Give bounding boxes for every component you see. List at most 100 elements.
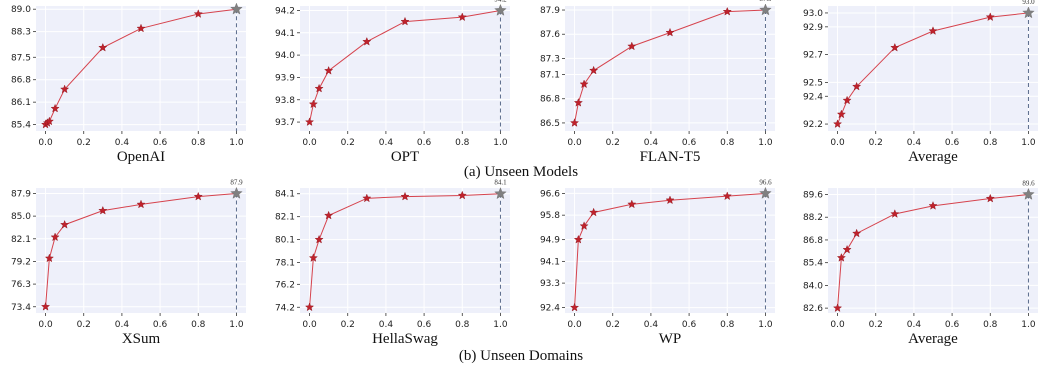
chart-5-point-6 [457,190,467,200]
chart-4-y-tick-label-1: 76.3 [11,280,31,290]
chart-6-y-tick-label-2: 94.1 [540,257,560,267]
chart-6-x-tick-label-2: 0.4 [644,320,659,330]
chart-2-x-tick-label-5: 1.0 [758,138,773,148]
chart-5-x-tick-label-0: 0.0 [302,320,317,330]
chart-0-y-tick-label-3: 87.5 [11,53,31,63]
chart-5-point-2 [314,234,324,244]
chart-4-point-5 [136,199,146,209]
chart-7-plot-area [828,188,1038,313]
chart-3-x-tick-label-4: 0.8 [983,138,998,148]
chart-0-point-5 [98,42,108,52]
chart-5-point-4 [362,193,372,203]
chart-2-x-tick-label-0: 0.0 [567,138,582,148]
chart-5-final-value-label: 84.1 [494,179,507,187]
chart-1-series-line [309,9,501,123]
chart-1-x-tick-label-2: 0.4 [379,138,394,148]
chart-7-point-6 [985,193,995,203]
chart-5-y-tick-label-0: 74.2 [275,303,295,313]
chart-4-x-tick-label-4: 0.8 [191,320,206,330]
chart-7: 0.0 0.2 0.4 0.6 0.8 1.0 82.6 84.0 85.4 86.8 88.2 89… [803,179,1038,347]
chart-7-y-tick-label-0: 82.6 [803,304,823,314]
chart-0-point-7 [193,9,203,18]
chart-4-x-tick-label-0: 0.0 [38,320,53,330]
chart-1-y-tick-label-3: 94.0 [275,51,295,61]
chart-0-x-tick-label-1: 0.2 [77,138,91,148]
chart-7-x-tick-label-5: 1.0 [1021,320,1036,330]
chart-7-title: Average [908,331,958,347]
chart-2-y-tick-label-3: 87.3 [540,54,560,64]
chart-4: 0.0 0.2 0.4 0.6 0.8 1.0 73.4 76.3 79.2 82.1 85.0 87… [11,178,246,347]
chart-1-x-tick-label-1: 0.2 [341,138,355,148]
chart-0-final-value-label: 89.0 [230,0,243,2]
chart-1-final-value-label: 94.2 [494,0,507,3]
chart-2-point-3 [589,65,599,75]
chart-0-y-tick-label-5: 89.0 [11,5,31,15]
chart-3-y-tick-label-2: 92.5 [803,78,823,88]
chart-6-y-tick-label-5: 96.6 [540,189,560,199]
chart-7-point-4 [890,209,900,218]
chart-3-y-tick-label-0: 92.2 [803,120,823,130]
chart-2-x-tick-label-1: 0.2 [606,138,620,148]
chart-2-y-tick-label-5: 87.9 [540,6,560,16]
chart-3-point-1 [836,109,846,119]
chart-4-series-line [45,192,237,307]
chart-7-x-tick-label-0: 0.0 [830,320,845,330]
chart-7-x-tick-label-1: 0.2 [869,320,883,330]
chart-4-final-value-label: 87.9 [230,178,243,186]
chart-6-y-tick-label-1: 93.3 [540,279,560,289]
chart-3-title: Average [908,149,958,165]
chart-6-point-6 [722,191,732,201]
chart-5-x-tick-label-3: 0.6 [417,320,432,330]
chart-6-title: WP [659,331,682,347]
chart-4-point-7 [230,186,243,199]
chart-3-y-tick-label-1: 92.4 [803,92,823,102]
chart-2-y-tick-label-1: 86.8 [540,95,560,105]
chart-3-point-7 [1022,6,1035,19]
chart-0-y-tick-label-4: 88.3 [11,28,31,38]
chart-3-final-value-label: 93.0 [1022,0,1035,6]
chart-3-y-tick-label-4: 92.9 [803,23,823,33]
chart-7-point-5 [928,201,938,210]
chart-2-point-4 [627,41,637,51]
chart-1-point-5 [400,16,410,26]
chart-0-point-3 [50,103,60,113]
chart-5-series-line [309,193,501,308]
row-caption-unseen-models: (a) Unseen Models [464,164,578,180]
chart-6-x-tick-label-4: 0.8 [720,320,735,330]
chart-1: 0.0 0.2 0.4 0.6 0.8 1.0 93.7 93.8 93.9 94.0 94.1 94… [275,0,510,165]
chart-6-y-tick-label-0: 92.4 [540,304,560,314]
chart-5-x-tick-label-4: 0.8 [455,320,470,330]
chart-1-point-2 [314,83,324,93]
chart-6-point-1 [573,234,583,244]
chart-7-point-2 [842,244,852,254]
chart-2-point-6 [722,6,732,16]
chart-2-point-1 [573,98,583,107]
chart-4-plot-area [36,188,246,313]
chart-1-y-tick-label-1: 93.8 [275,96,295,106]
chart-5-x-tick-label-2: 0.4 [379,320,394,330]
chart-3-point-3 [852,81,862,91]
chart-6-y-tick-label-4: 95.8 [540,211,560,221]
chart-2-x-tick-label-3: 0.6 [682,138,697,148]
chart-5-x-tick-label-5: 1.0 [493,320,508,330]
chart-1-x-tick-label-0: 0.0 [302,138,317,148]
chart-5-plot-area [300,188,510,313]
chart-0-x-tick-label-0: 0.0 [38,138,53,148]
chart-4-x-tick-label-5: 1.0 [229,320,244,330]
chart-2-y-tick-label-0: 86.5 [540,119,560,129]
chart-6-final-value-label: 96.6 [759,178,772,186]
chart-2: 0.0 0.2 0.4 0.6 0.8 1.0 86.5 86.8 87.1 87.3 87.6 87… [540,0,775,165]
chart-3-x-tick-label-5: 1.0 [1021,138,1036,148]
chart-5: 0.0 0.2 0.4 0.6 0.8 1.0 74.2 76.2 78.1 80.1 82.1 84… [275,179,510,347]
chart-0-y-tick-label-2: 86.8 [11,76,31,86]
chart-2-point-7 [759,3,772,16]
chart-3: 0.0 0.2 0.4 0.6 0.8 1.0 92.2 92.4 92.5 92.7 92.9 93… [803,0,1038,165]
chart-3-point-6 [985,12,995,21]
chart-6-point-0 [570,302,580,312]
chart-6-point-7 [759,186,772,199]
chart-0: 0.0 0.2 0.4 0.6 0.8 1.0 85.4 86.1 86.8 87.5 88.3 89… [11,0,246,165]
chart-4-x-tick-label-3: 0.6 [153,320,168,330]
chart-0-x-tick-label-4: 0.8 [191,138,206,148]
chart-5-y-tick-label-1: 76.2 [275,280,295,290]
chart-5-y-tick-label-3: 80.1 [275,236,295,246]
